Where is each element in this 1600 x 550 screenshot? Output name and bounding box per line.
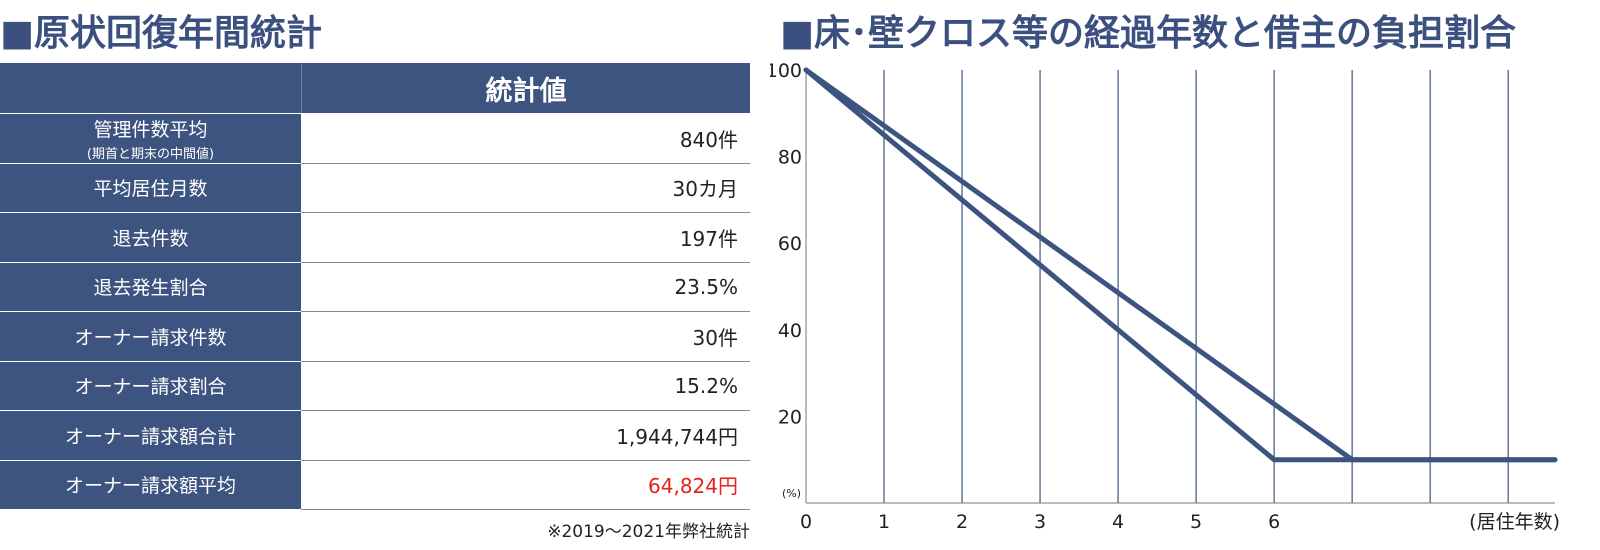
stats-title-text: ■原状回復年間統計 xyxy=(0,13,323,54)
x-tick-label: 5 xyxy=(1190,511,1202,533)
row-value: 197件 xyxy=(679,226,738,251)
y-tick-label: 60 xyxy=(778,233,802,255)
x-tick-label: 1 xyxy=(878,511,890,533)
row-label: 平均居住月数 xyxy=(93,178,208,201)
row-label: オーナー請求割合 xyxy=(74,376,227,399)
row-label: 退去発生割合 xyxy=(93,277,208,300)
row-value: 64,824円 xyxy=(648,474,738,499)
table-row: 管理件数平均 (期首と期末の中間値) 840件 xyxy=(0,114,750,164)
row-label: オーナー請求額平均 xyxy=(64,475,236,498)
y-unit-label: (%) xyxy=(782,487,801,500)
row-sublabel: (期首と期末の中間値) xyxy=(86,146,215,162)
row-label-cell: オーナー請求額平均 xyxy=(0,460,301,510)
table-row: 平均居住月数 30カ月 xyxy=(0,163,750,213)
row-value: 840件 xyxy=(679,127,738,152)
row-label-cell: 退去件数 xyxy=(0,213,301,263)
y-tick-label: 40 xyxy=(778,320,802,342)
series-line-2 xyxy=(803,67,1558,463)
row-label-cell: オーナー請求件数 xyxy=(0,312,301,362)
row-label-cell: オーナー請求額合計 xyxy=(0,411,301,461)
row-label-cell: オーナー請求割合 xyxy=(0,361,301,411)
row-label: 管理件数平均 xyxy=(93,118,208,141)
header-empty-cell xyxy=(0,63,301,113)
depreciation-line-chart: 100 80 60 40 20 (%) 0 1 2 3 4 5 6 (居住年数) xyxy=(770,60,1560,533)
chart-title-text: ■床･壁クロス等の経過年数と借主の負担割合 xyxy=(780,13,1517,54)
row-label-cell: 管理件数平均 (期首と期末の中間値) xyxy=(0,114,301,164)
x-tick-label: 3 xyxy=(1034,511,1046,533)
row-value: 30件 xyxy=(692,325,738,350)
table-row: オーナー請求割合 15.2% xyxy=(0,361,750,411)
y-tick-label: 20 xyxy=(778,406,802,428)
table-row: オーナー請求額合計 1,944,744円 xyxy=(0,411,750,461)
x-tick-label: 6 xyxy=(1268,511,1280,533)
row-label-cell: 退去発生割合 xyxy=(0,262,301,312)
table-header-row: 統計値 xyxy=(0,63,750,114)
chart-section-title: ■床･壁クロス等の経過年数と借主の負担割合 xyxy=(780,4,1516,56)
x-tick-label: 0 xyxy=(800,511,812,533)
table-row: オーナー請求額平均 64,824円 xyxy=(0,460,750,510)
header-value-cell: 統計値 xyxy=(301,63,750,113)
row-value: 1,944,744円 xyxy=(616,424,738,449)
table-row: 退去件数 197件 xyxy=(0,213,750,263)
x-tick-label: 4 xyxy=(1112,511,1124,533)
stats-section-title: ■原状回復年間統計 xyxy=(0,4,322,56)
row-label: オーナー請求件数 xyxy=(74,326,227,349)
table-row: 退去発生割合 23.5% xyxy=(0,262,750,312)
row-label: オーナー請求額合計 xyxy=(64,425,236,448)
row-value: 30カ月 xyxy=(672,177,738,202)
y-tick-label: 100 xyxy=(770,60,802,82)
row-value: 23.5% xyxy=(674,274,738,299)
row-label-cell: 平均居住月数 xyxy=(0,163,301,213)
row-value: 15.2% xyxy=(674,373,738,398)
table-row: オーナー請求件数 30件 xyxy=(0,312,750,362)
series-line-1 xyxy=(803,67,1558,463)
x-unit-label: (居住年数) xyxy=(1469,511,1560,533)
stats-source-note: ※2019〜2021年弊社統計 xyxy=(547,522,750,542)
y-tick-label: 80 xyxy=(778,147,802,169)
x-tick-label: 2 xyxy=(956,511,968,533)
stats-table: 統計値 管理件数平均 (期首と期末の中間値) 840件平均居住月数 30カ月退去件数 1… xyxy=(0,63,750,510)
row-label: 退去件数 xyxy=(112,227,189,250)
